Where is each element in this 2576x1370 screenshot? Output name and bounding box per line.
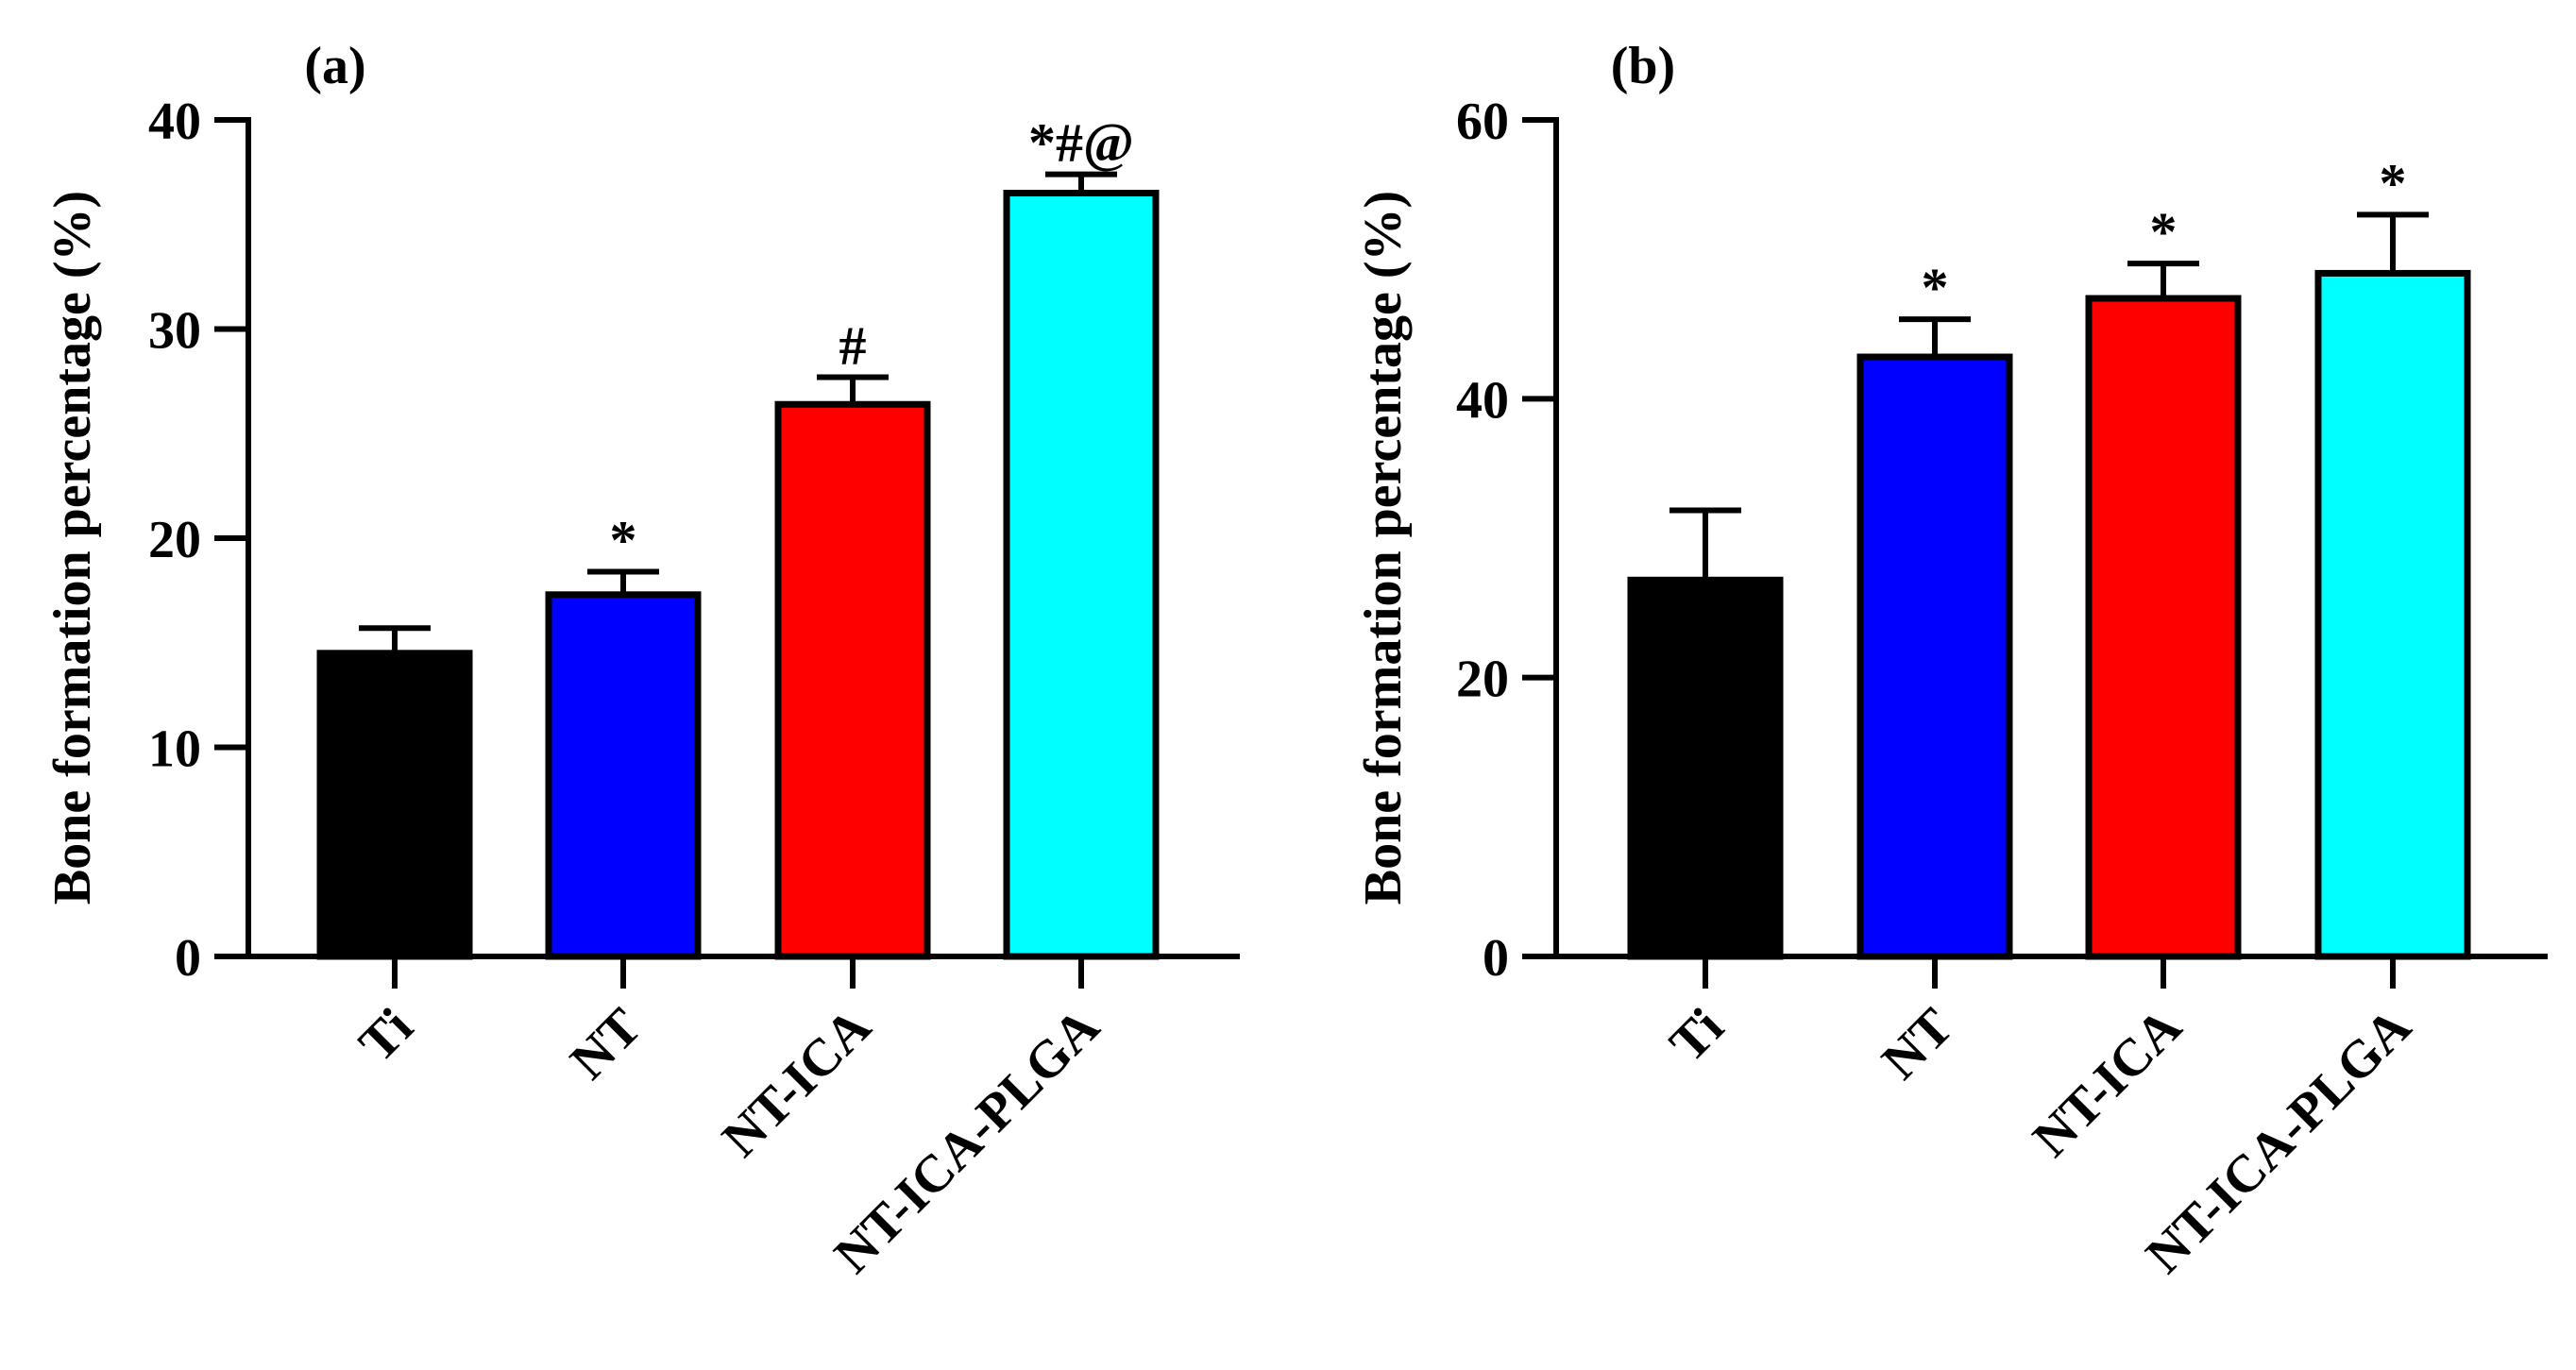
panel-b: (b) Bone formation percentage (%) Ti * NT * NT… [1354,37,2548,1285]
bar [549,595,698,956]
figure: (a) Bone formation percentage (%) Ti * NT # NT… [0,0,2576,1370]
panel-label: (a) [304,37,365,95]
y-axis-label: Bone formation percentage (%) [1354,191,1413,905]
significance-label: * [610,509,637,570]
x-tick-label: Ti [348,997,425,1074]
bar [2089,298,2238,956]
significance-label: *#@ [1028,112,1134,174]
bar [778,404,927,956]
y-tick-label: 40 [148,93,201,151]
y-tick-label: 10 [148,720,201,779]
x-tick-label: NT [559,997,652,1091]
bar [1860,357,2009,956]
bar [1007,194,1156,956]
x-tick-label: Ti [1659,997,1736,1074]
x-tick-label: NT-ICA [2022,997,2193,1168]
significance-label: * [2380,152,2407,213]
significance-label: * [2150,201,2178,262]
x-tick-label: NT [1871,997,1964,1091]
y-tick-label: 20 [148,511,201,569]
bar [320,653,469,956]
bar [2318,273,2467,956]
y-tick-label: 40 [1456,371,1509,430]
y-tick-label: 20 [1456,651,1509,709]
y-tick-label: 0 [175,929,201,988]
significance-label: # [839,314,867,376]
panel-label: (b) [1611,37,1675,95]
y-axis-label: Bone formation percentage (%) [43,191,102,905]
x-tick-label: NT-ICA [711,997,882,1168]
panel-a: (a) Bone formation percentage (%) Ti * NT # NT… [43,37,1240,1285]
y-tick-label: 60 [1456,93,1509,151]
y-tick-label: 30 [148,302,201,361]
significance-label: * [1922,257,1949,318]
y-tick-label: 0 [1483,929,1509,988]
bar [1631,580,1780,956]
